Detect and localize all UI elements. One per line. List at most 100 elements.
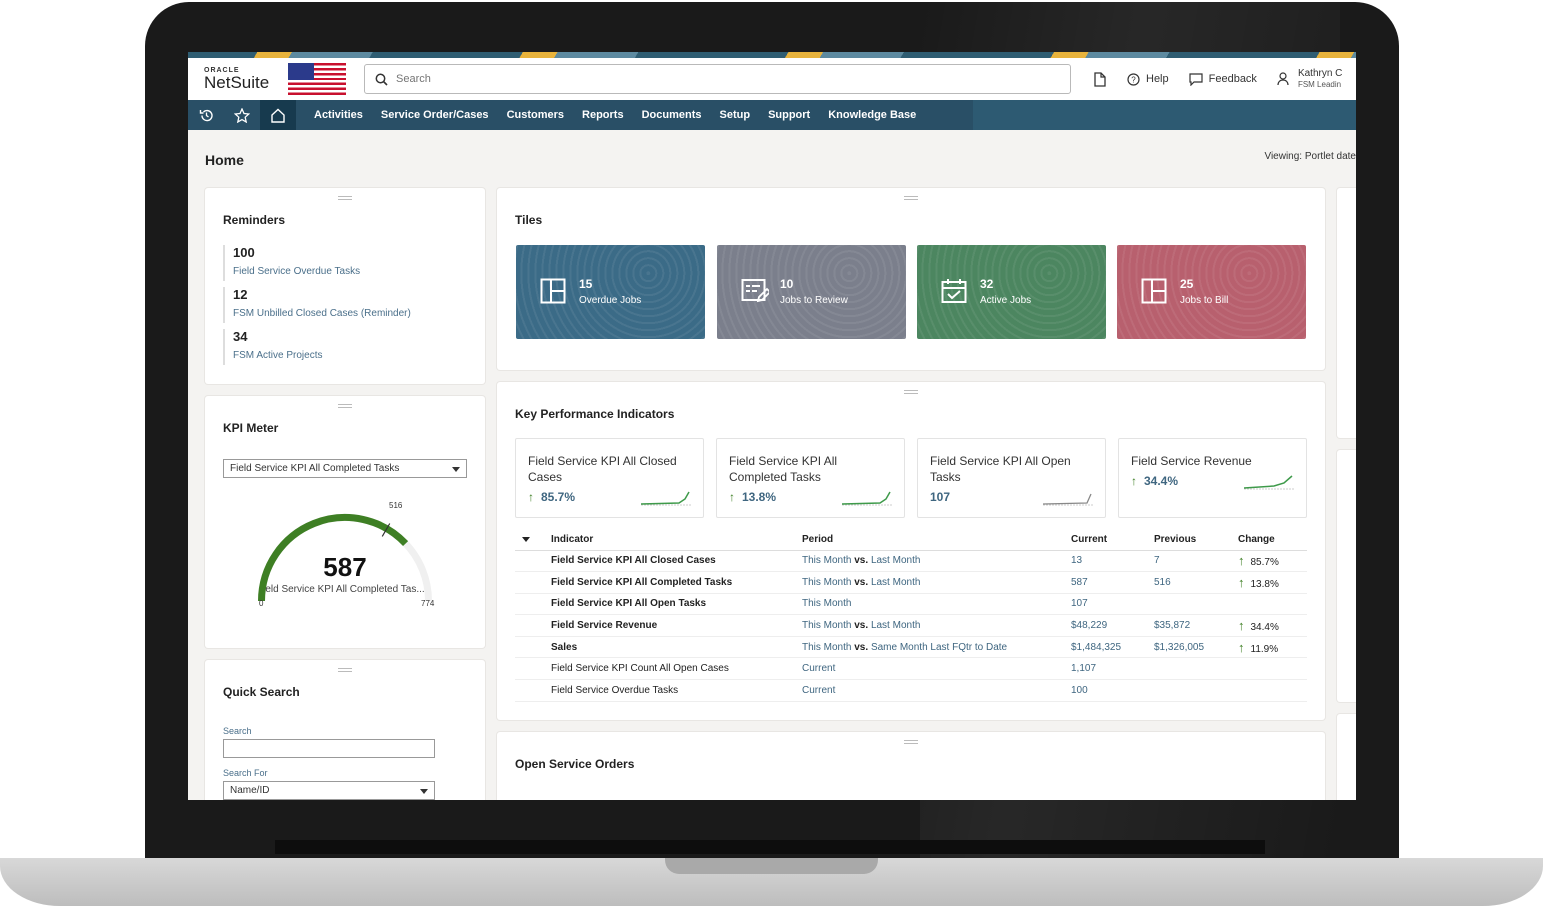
- previous-value-link[interactable]: [1154, 657, 1238, 681]
- drag-handle[interactable]: [338, 196, 352, 200]
- table-row[interactable]: Field Service KPI All Completed Tasks Thi…: [515, 571, 1307, 594]
- period-link[interactable]: This Month: [802, 620, 852, 632]
- column-header-change[interactable]: Change: [1238, 530, 1307, 551]
- table-row[interactable]: Field Service KPI All Open Tasks This Mon…: [515, 593, 1307, 616]
- home-icon: [271, 108, 285, 123]
- drag-handle[interactable]: [904, 390, 918, 394]
- reminder-link[interactable]: FSM Unbilled Closed Cases (Reminder): [233, 308, 411, 319]
- current-value-link[interactable]: 107: [1071, 593, 1154, 616]
- kpi-card[interactable]: Field Service KPI All Completed Tasks ↑ 1…: [716, 438, 905, 518]
- period-cell[interactable]: Current: [802, 657, 1071, 681]
- reminders-portlet: Reminders 100 Field Service Overdue Task…: [205, 188, 485, 384]
- indicator-cell: Field Service Revenue: [551, 614, 802, 637]
- current-value-link[interactable]: 587: [1071, 571, 1154, 594]
- kpi-card[interactable]: Field Service KPI All Closed Cases ↑ 85.7…: [515, 438, 704, 518]
- history-icon: [199, 109, 213, 121]
- period-cell[interactable]: Current: [802, 679, 1071, 702]
- tiles-portlet: Tiles 15 Overdue Jobs 10 Jobs to Review …: [497, 188, 1325, 370]
- comparison-period-link[interactable]: Same Month Last FQtr to Date: [870, 641, 1008, 653]
- nav-support[interactable]: Support: [768, 109, 811, 121]
- reminder-item[interactable]: 34 FSM Active Projects: [223, 329, 322, 365]
- comparison-period-link[interactable]: Last Month: [870, 620, 921, 632]
- tile-jobs-to-bill[interactable]: 25 Jobs to Bill: [1117, 245, 1306, 339]
- page-title: Home: [205, 152, 244, 168]
- current-value-link[interactable]: 13: [1071, 550, 1154, 573]
- period-cell[interactable]: This Month vs. Last Month: [802, 571, 1071, 594]
- search-for-select[interactable]: Name/ID: [223, 781, 435, 800]
- nav-documents[interactable]: Documents: [641, 109, 702, 121]
- search-input[interactable]: [396, 73, 996, 85]
- current-value-link[interactable]: 100: [1071, 679, 1154, 702]
- drag-handle[interactable]: [338, 668, 352, 672]
- tile-active-jobs[interactable]: 32 Active Jobs: [917, 245, 1106, 339]
- previous-value-link[interactable]: 516: [1154, 571, 1238, 594]
- reminder-item[interactable]: 100 Field Service Overdue Tasks: [223, 245, 360, 281]
- drag-handle[interactable]: [904, 740, 918, 744]
- period-cell[interactable]: This Month: [802, 593, 1071, 616]
- netsuite-logo[interactable]: ORACLE NetSuite: [204, 67, 270, 91]
- quick-search-input[interactable]: [223, 739, 435, 758]
- table-row[interactable]: Field Service KPI Count All Open Cases Cu…: [515, 657, 1307, 681]
- period-link[interactable]: This Month: [802, 641, 852, 653]
- table-row[interactable]: Field Service KPI All Closed Cases This M…: [515, 550, 1307, 573]
- current-value-link[interactable]: 1,107: [1071, 657, 1154, 681]
- column-header-current[interactable]: Current: [1071, 530, 1154, 551]
- nav-knowledge-base[interactable]: Knowledge Base: [828, 109, 917, 121]
- home-button[interactable]: [260, 100, 296, 130]
- drag-handle[interactable]: [904, 196, 918, 200]
- nav-setup[interactable]: Setup: [719, 109, 751, 121]
- period-link[interactable]: This Month: [802, 555, 852, 567]
- kpi-meter-selected: Field Service KPI All Completed Tasks: [230, 463, 400, 474]
- period-cell[interactable]: This Month vs. Same Month Last FQtr to D…: [802, 636, 1071, 659]
- row-spacer: [515, 571, 551, 594]
- user-menu[interactable]: Kathryn C FSM Leadin: [1277, 68, 1342, 90]
- drag-handle[interactable]: [338, 404, 352, 408]
- table-row[interactable]: Sales This Month vs. Same Month Last FQtr…: [515, 636, 1307, 659]
- nav-reports[interactable]: Reports: [582, 109, 624, 121]
- table-row[interactable]: Field Service Revenue This Month vs. Last…: [515, 614, 1307, 637]
- column-header-previous[interactable]: Previous: [1154, 530, 1238, 551]
- favorites-button[interactable]: [224, 100, 260, 130]
- kpi-card[interactable]: Field Service KPI All Open Tasks 107: [917, 438, 1106, 518]
- layout-icon: [540, 278, 566, 304]
- previous-value-link[interactable]: [1154, 679, 1238, 702]
- reminder-link[interactable]: FSM Active Projects: [233, 350, 323, 361]
- global-search[interactable]: [364, 64, 1071, 94]
- row-spacer: [515, 614, 551, 637]
- side-portlet: [1337, 450, 1356, 702]
- period-cell[interactable]: This Month vs. Last Month: [802, 614, 1071, 637]
- current-value-link[interactable]: $1,484,325: [1071, 636, 1154, 659]
- nav-customers[interactable]: Customers: [506, 109, 565, 121]
- tile-jobs-to-review[interactable]: 10 Jobs to Review: [717, 245, 906, 339]
- column-header-indicator[interactable]: Indicator: [551, 530, 802, 551]
- kpi-meter-select[interactable]: Field Service KPI All Completed Tasks: [223, 459, 467, 478]
- period-link[interactable]: This Month: [802, 598, 852, 610]
- comparison-period-link[interactable]: Last Month: [870, 576, 921, 588]
- previous-value-link[interactable]: 7: [1154, 550, 1238, 573]
- recent-history-button[interactable]: [188, 100, 224, 130]
- recent-records-button[interactable]: [1093, 71, 1107, 87]
- collapse-toggle[interactable]: [515, 530, 551, 551]
- current-value-link[interactable]: $48,229: [1071, 614, 1154, 637]
- feedback-button[interactable]: Feedback: [1189, 72, 1257, 86]
- previous-value-link[interactable]: [1154, 593, 1238, 616]
- tile-overdue-jobs[interactable]: 15 Overdue Jobs: [516, 245, 705, 339]
- previous-value-link[interactable]: $1,326,005: [1154, 636, 1238, 659]
- help-button[interactable]: ? Help: [1127, 72, 1169, 86]
- period-link[interactable]: Current: [802, 663, 836, 675]
- nav-service-order-cases[interactable]: Service Order/Cases: [380, 109, 489, 121]
- period-cell[interactable]: This Month vs. Last Month: [802, 550, 1071, 573]
- kpi-card[interactable]: Field Service Revenue ↑ 34.4%: [1118, 438, 1307, 518]
- viewing-selector[interactable]: Viewing: Portlet date: [1264, 151, 1356, 162]
- nav-activities[interactable]: Activities: [314, 109, 363, 121]
- previous-value-link[interactable]: $35,872: [1154, 614, 1238, 637]
- period-link[interactable]: Current: [802, 684, 836, 696]
- quick-search-portlet: Quick Search Search Search For Name/ID: [205, 660, 485, 800]
- reminder-item[interactable]: 12 FSM Unbilled Closed Cases (Reminder): [223, 287, 411, 323]
- column-header-period[interactable]: Period: [802, 530, 1071, 551]
- reminder-link[interactable]: Field Service Overdue Tasks: [233, 266, 361, 277]
- period-link[interactable]: This Month: [802, 576, 852, 588]
- table-row[interactable]: Field Service Overdue Tasks Current 100: [515, 679, 1307, 702]
- star-icon: [234, 107, 250, 123]
- comparison-period-link[interactable]: Last Month: [870, 555, 921, 567]
